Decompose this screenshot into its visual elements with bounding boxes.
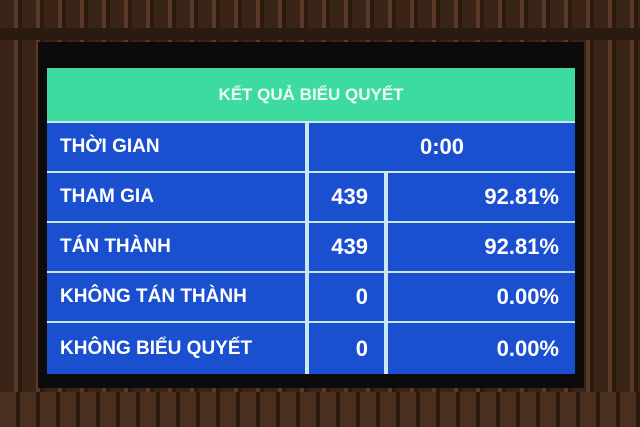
row-label: THAM GIA — [47, 173, 305, 221]
row-count: 439 — [309, 173, 384, 221]
row-percent: 92.81% — [388, 173, 575, 221]
row-count: 0 — [309, 323, 384, 374]
vote-result-screen: KẾT QUẢ BIỂU QUYẾT THỜI GIAN 0:00 THAM G… — [47, 68, 575, 374]
time-label: THỜI GIAN — [47, 123, 305, 171]
row-count: 0 — [309, 273, 384, 321]
time-value: 0:00 — [309, 123, 575, 171]
screen-title: KẾT QUẢ BIỂU QUYẾT — [47, 68, 575, 121]
row-count: 439 — [309, 223, 384, 271]
wood-panel — [0, 392, 640, 427]
row-percent: 0.00% — [388, 323, 575, 374]
row-label: TÁN THÀNH — [47, 223, 305, 271]
row-label: KHÔNG BIỂU QUYẾT — [47, 323, 305, 374]
row-percent: 92.81% — [388, 223, 575, 271]
wood-beam — [0, 28, 640, 40]
row-label: KHÔNG TÁN THÀNH — [47, 273, 305, 321]
row-percent: 0.00% — [388, 273, 575, 321]
